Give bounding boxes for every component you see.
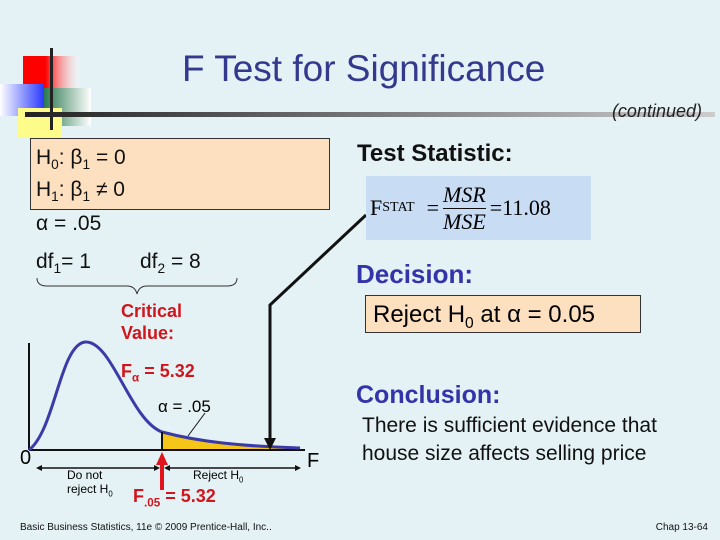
reject-label: Reject H0 <box>193 468 244 485</box>
fstat-pointer <box>268 213 368 440</box>
fstat-arrowhead <box>264 438 276 450</box>
title-rule <box>25 112 715 117</box>
axis-f: F <box>307 450 320 472</box>
alpha-pointer <box>187 412 206 437</box>
f05-value: F.05 = 5.32 <box>133 486 216 510</box>
conclusion-text: There is sufficient evidence that house … <box>362 414 657 465</box>
critical-value-label: Critical Value: <box>121 301 183 343</box>
continued-label: (continued) <box>611 101 702 121</box>
do-not-reject-label: Do not reject H0 <box>67 468 113 499</box>
footer-page: Chap 13-64 <box>655 522 708 533</box>
axis-zero: 0 <box>20 447 32 469</box>
alpha-value: α = .05 <box>36 212 102 235</box>
f-alpha: Fα = 5.32 <box>121 361 195 385</box>
footer-source: Basic Business Statistics, 11e © 2009 Pr… <box>20 522 272 533</box>
decision-box: Reject H0 at α = 0.05 <box>365 295 641 333</box>
test-statistic-label: Test Statistic: <box>357 140 513 167</box>
decision-label: Decision: <box>356 259 474 289</box>
null-hypothesis: H0: β1 = 0 <box>36 146 126 173</box>
conclusion-label: Conclusion: <box>356 381 501 409</box>
hypotheses-box <box>30 138 330 210</box>
alpha-region-label: α = .05 <box>158 397 211 416</box>
slide-title: F Test for Significance <box>182 48 546 89</box>
fstat-formula: F STAT = MSR MSE =11.08 <box>366 176 591 240</box>
df2: df2 = 8 <box>140 250 201 277</box>
df1: df1= 1 <box>36 250 91 277</box>
brace <box>36 277 238 295</box>
f-curve <box>28 340 301 452</box>
rejection-region <box>162 432 300 450</box>
alt-hypothesis: H1: β1 ≠ 0 <box>36 178 125 205</box>
